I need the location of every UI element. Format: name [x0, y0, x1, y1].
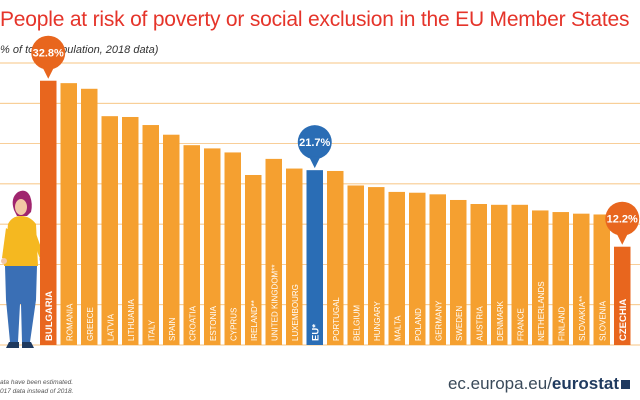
- bar-slovakia: [573, 213, 590, 345]
- x-tick-label: SLOVENIA: [598, 300, 607, 341]
- callout-bubble: [605, 201, 640, 236]
- x-tick-label: GERMANY: [434, 300, 443, 341]
- bar-germany: [429, 194, 446, 345]
- callout-czechia: 12.2%: [605, 201, 640, 245]
- x-tick-label: IRELAND**: [250, 300, 259, 341]
- x-tick-label: SLOVAKIA**: [578, 296, 587, 341]
- x-tick-label: FRANCE: [516, 308, 525, 341]
- bar-finland: [552, 212, 569, 345]
- x-tick-label: ITALY: [147, 319, 156, 341]
- footnote-estimated: ata have been estimated.: [0, 379, 73, 386]
- callout-pointer: [308, 156, 321, 169]
- bar-poland: [409, 192, 426, 345]
- callout-value: 21.7%: [299, 137, 330, 149]
- bar-netherlands: [532, 210, 549, 345]
- x-tick-label: CROATIA: [188, 305, 197, 341]
- source-brand: eurostat: [551, 374, 619, 393]
- bar-hungary: [368, 187, 385, 345]
- chart-title: People at risk of poverty or social excl…: [0, 8, 630, 31]
- callout-value: 32.8%: [33, 48, 64, 60]
- x-tick-label: GREECE: [86, 307, 95, 341]
- eurostat-logo-icon: [621, 380, 630, 390]
- bar-austria: [470, 204, 487, 345]
- bar-sweden: [450, 199, 467, 345]
- bar-latvia: [101, 116, 118, 345]
- x-tick-label: POLAND: [414, 308, 423, 341]
- x-tick-label: SPAIN: [168, 317, 177, 341]
- callout-eu: 21.7%: [297, 125, 332, 169]
- x-tick-label: DENMARK: [496, 300, 505, 341]
- value-callouts: 32.8% 21.7% 12.2%: [31, 35, 640, 245]
- bar-bulgaria: [40, 80, 57, 346]
- bar-italy: [142, 125, 159, 345]
- bar-lithuania: [122, 116, 139, 346]
- x-tick-label: LATVIA: [106, 313, 115, 341]
- bar-eu: [306, 170, 323, 345]
- bar-belgium: [347, 185, 364, 345]
- bar-ireland: [245, 174, 262, 345]
- x-tick-label: ROMANIA: [65, 303, 74, 341]
- x-tick-label: AUSTRIA: [475, 306, 484, 341]
- x-tick-label: BULGARIA: [44, 291, 55, 341]
- x-tick-label: MALTA: [393, 315, 402, 341]
- x-tick-label: BELGIUM: [352, 305, 361, 341]
- x-tick-labels: BULGARIA ROMANIA GREECE LATVIA LITHUANIA ITAL…: [44, 265, 629, 341]
- bar-greece: [81, 88, 98, 345]
- x-tick-label: HUNGARY: [373, 300, 382, 341]
- bar-portugal: [327, 170, 344, 345]
- person-illustration: [1, 190, 45, 348]
- x-tick-label: FINLAND: [557, 307, 566, 341]
- x-tick-label: CYPRUS: [229, 308, 238, 341]
- bar-united-kingdom: [265, 158, 282, 345]
- footnote-2017-data: 017 data instead of 2018.: [0, 388, 74, 395]
- x-tick-label: ESTONIA: [209, 305, 218, 341]
- x-tick-label: UNITED KINGDOM**: [270, 265, 279, 341]
- x-tick-label: LUXEMBOURG: [291, 284, 300, 341]
- x-tick-label: NETHERLANDS: [537, 281, 546, 341]
- bar-france: [511, 204, 528, 345]
- bar-slovenia: [593, 214, 610, 345]
- bars: [40, 80, 631, 346]
- x-tick-label: PORTUGAL: [332, 297, 341, 341]
- bar-denmark: [491, 204, 508, 345]
- bar-cyprus: [224, 152, 241, 345]
- callout-bulgaria: 32.8%: [31, 35, 66, 79]
- bar-romania: [60, 83, 77, 346]
- bar-luxembourg: [286, 168, 303, 345]
- x-tick-label: SWEDEN: [455, 306, 464, 341]
- source-domain: ec.europa.eu/: [447, 374, 552, 393]
- source-credit[interactable]: ec.europa.eu/eurostat: [448, 374, 630, 394]
- x-tick-label: CZECHIA: [618, 299, 629, 341]
- bar-spain: [163, 134, 180, 345]
- callout-value: 12.2%: [607, 214, 638, 226]
- callout-pointer: [616, 232, 629, 245]
- callout-pointer: [42, 66, 55, 79]
- callout-bubble: [31, 35, 66, 70]
- x-tick-label: LITHUANIA: [127, 299, 136, 341]
- bar-malta: [388, 191, 405, 345]
- callout-bubble: [297, 125, 332, 160]
- bar-estonia: [204, 148, 221, 345]
- x-tick-label: EU*: [310, 324, 321, 341]
- bar-croatia: [183, 145, 200, 345]
- bar-czechia: [614, 246, 631, 345]
